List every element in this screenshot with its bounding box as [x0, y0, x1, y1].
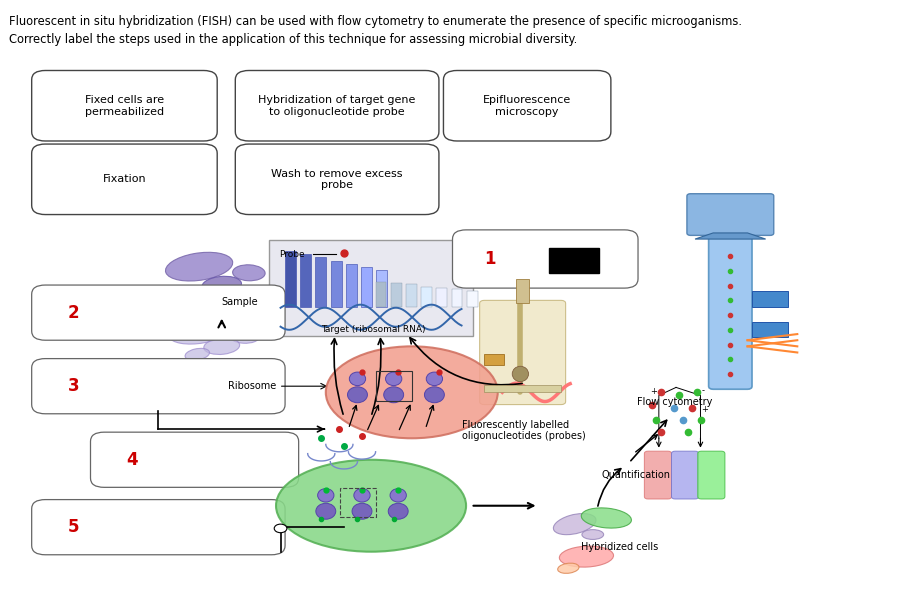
FancyBboxPatch shape — [480, 300, 566, 405]
Text: 2: 2 — [68, 303, 80, 322]
Ellipse shape — [326, 346, 498, 438]
Text: Target (ribosomal RNA): Target (ribosomal RNA) — [321, 326, 425, 334]
Ellipse shape — [559, 546, 614, 567]
Ellipse shape — [386, 372, 402, 386]
Ellipse shape — [316, 503, 336, 519]
Ellipse shape — [186, 287, 213, 301]
FancyBboxPatch shape — [672, 451, 699, 499]
Bar — [361, 267, 372, 306]
Ellipse shape — [512, 366, 529, 381]
Bar — [376, 282, 386, 306]
Text: Sample: Sample — [222, 297, 258, 306]
Text: Wash to remove excess
probe: Wash to remove excess probe — [272, 169, 403, 190]
Bar — [391, 283, 402, 306]
FancyBboxPatch shape — [269, 240, 473, 336]
Ellipse shape — [424, 387, 444, 403]
FancyBboxPatch shape — [235, 144, 439, 215]
FancyBboxPatch shape — [32, 144, 217, 215]
Bar — [316, 257, 327, 306]
Ellipse shape — [354, 489, 370, 502]
Bar — [406, 284, 417, 306]
Ellipse shape — [229, 329, 260, 343]
Polygon shape — [695, 233, 766, 239]
Bar — [452, 289, 462, 306]
FancyBboxPatch shape — [32, 70, 217, 141]
Ellipse shape — [553, 514, 596, 535]
FancyBboxPatch shape — [698, 451, 725, 499]
FancyBboxPatch shape — [235, 70, 439, 141]
Ellipse shape — [352, 503, 372, 519]
Text: Quantification: Quantification — [602, 470, 671, 480]
FancyBboxPatch shape — [644, 451, 672, 499]
Ellipse shape — [202, 276, 242, 294]
Text: Hybridized cells: Hybridized cells — [581, 542, 659, 552]
Bar — [484, 354, 504, 365]
Ellipse shape — [276, 460, 466, 552]
Text: Epifluorescence
microscopy: Epifluorescence microscopy — [483, 95, 571, 116]
Bar — [330, 261, 341, 306]
Text: Fluorescent in situ hybridization (FISH) can be used with flow cytometry to enum: Fluorescent in situ hybridization (FISH)… — [9, 15, 742, 46]
Ellipse shape — [204, 338, 240, 354]
Bar — [484, 385, 561, 392]
FancyBboxPatch shape — [32, 500, 285, 555]
Text: 3: 3 — [68, 377, 80, 395]
FancyBboxPatch shape — [709, 236, 752, 389]
Bar — [300, 254, 311, 306]
Bar — [467, 291, 478, 306]
Circle shape — [274, 524, 287, 533]
Bar — [752, 322, 788, 337]
Ellipse shape — [390, 489, 406, 502]
FancyBboxPatch shape — [32, 285, 285, 340]
Ellipse shape — [349, 372, 366, 386]
Ellipse shape — [318, 489, 334, 502]
Text: Fixed cells are
permeabilized: Fixed cells are permeabilized — [85, 95, 164, 116]
Ellipse shape — [557, 563, 579, 573]
FancyBboxPatch shape — [443, 70, 611, 141]
Ellipse shape — [582, 530, 604, 539]
Text: +: + — [650, 387, 657, 395]
Text: Probe: Probe — [279, 250, 304, 259]
Ellipse shape — [581, 508, 632, 528]
Ellipse shape — [233, 265, 265, 281]
Bar — [421, 287, 432, 306]
FancyBboxPatch shape — [452, 230, 638, 288]
FancyBboxPatch shape — [90, 432, 299, 487]
Text: +: + — [701, 405, 709, 414]
Ellipse shape — [384, 387, 404, 403]
Text: 4: 4 — [127, 451, 138, 469]
Ellipse shape — [348, 387, 367, 403]
Text: 5: 5 — [68, 518, 80, 536]
Text: Fluorescently labelled
oligonucleotides (probes): Fluorescently labelled oligonucleotides … — [462, 419, 586, 441]
Bar — [752, 291, 788, 306]
Bar — [376, 270, 387, 306]
FancyBboxPatch shape — [32, 359, 285, 414]
Text: -: - — [701, 387, 704, 395]
Text: Fixation: Fixation — [102, 174, 147, 185]
Text: -: - — [650, 399, 653, 408]
Text: 1: 1 — [484, 250, 496, 268]
Bar — [549, 248, 599, 273]
Ellipse shape — [185, 348, 210, 360]
Text: Hybridization of target gene
to oligonucleotide probe: Hybridization of target gene to oligonuc… — [259, 95, 415, 116]
Text: Flow cytometry: Flow cytometry — [636, 397, 712, 406]
Ellipse shape — [168, 318, 230, 344]
Bar — [346, 264, 357, 306]
Text: Ribosome: Ribosome — [228, 381, 276, 391]
Bar — [285, 251, 296, 306]
Ellipse shape — [426, 372, 443, 386]
Ellipse shape — [166, 253, 233, 281]
Ellipse shape — [388, 503, 408, 519]
Bar — [516, 279, 529, 303]
Bar — [436, 288, 447, 306]
FancyBboxPatch shape — [687, 194, 774, 235]
